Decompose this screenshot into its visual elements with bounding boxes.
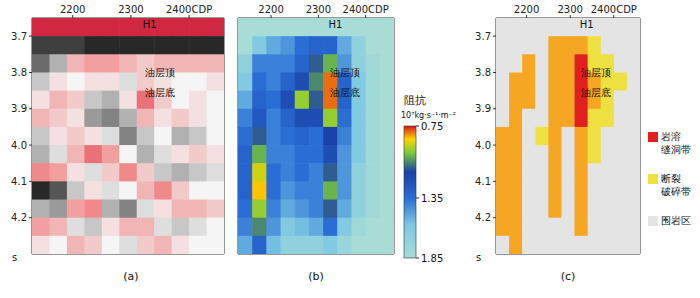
- html-text:破碎带: 破碎带: [661, 186, 691, 197]
- svg-text:阻抗: 阻抗: [404, 94, 426, 107]
- svg-text:4.0: 4.0: [475, 140, 491, 151]
- html-text:s: s: [476, 252, 482, 263]
- svg-text:2400CDP: 2400CDP: [166, 4, 212, 15]
- svg-text:4.2: 4.2: [475, 212, 491, 223]
- svg-text:H1: H1: [328, 19, 342, 30]
- svg-text:3.7: 3.7: [11, 31, 27, 42]
- html-text:缝洞带: 缝洞带: [661, 144, 691, 155]
- svg-text:2300: 2300: [306, 4, 331, 15]
- svg-text:4.1: 4.1: [475, 176, 491, 187]
- svg-text:油层底: 油层底: [581, 87, 611, 98]
- svg-text:2400CDP: 2400CDP: [591, 4, 637, 15]
- svg-text:4.0: 4.0: [11, 140, 27, 151]
- html-text:岩溶: 岩溶: [661, 131, 681, 142]
- svg-text:油层底: 油层底: [330, 87, 360, 98]
- html-text:(c): (c): [560, 270, 576, 283]
- svg-text:2300: 2300: [557, 4, 582, 15]
- svg-text:10⁷kg·s⁻¹·m⁻²: 10⁷kg·s⁻¹·m⁻²: [401, 111, 456, 120]
- html-text:断裂: 断裂: [661, 173, 681, 184]
- svg-text:1.35: 1.35: [421, 193, 443, 204]
- svg-text:H1: H1: [143, 19, 157, 30]
- svg-text:3.8: 3.8: [475, 67, 491, 78]
- svg-text:2200: 2200: [258, 4, 283, 15]
- html-text:(b): (b): [308, 270, 324, 283]
- svg-text:2300: 2300: [118, 4, 143, 15]
- svg-text:油层顶: 油层顶: [145, 67, 175, 78]
- html-text:(a): (a): [123, 270, 139, 283]
- svg-text:3.7: 3.7: [475, 31, 491, 42]
- svg-text:2400CDP: 2400CDP: [343, 4, 389, 15]
- svg-text:H1: H1: [580, 19, 594, 30]
- svg-text:3.9: 3.9: [475, 103, 491, 114]
- svg-text:0.75: 0.75: [421, 121, 443, 132]
- svg-text:油层顶: 油层顶: [330, 67, 360, 78]
- svg-text:3.9: 3.9: [11, 103, 27, 114]
- html-text:s: s: [12, 252, 18, 263]
- html-text:围岩区: 围岩区: [661, 215, 691, 226]
- svg-text:4.2: 4.2: [11, 212, 27, 223]
- svg-text:1.85: 1.85: [421, 253, 443, 264]
- svg-text:3.8: 3.8: [11, 67, 27, 78]
- svg-text:2200: 2200: [60, 4, 85, 15]
- svg-text:油层底: 油层底: [145, 87, 175, 98]
- svg-text:油层顶: 油层顶: [581, 67, 611, 78]
- svg-text:4.1: 4.1: [11, 176, 27, 187]
- svg-text:2200: 2200: [514, 4, 539, 15]
